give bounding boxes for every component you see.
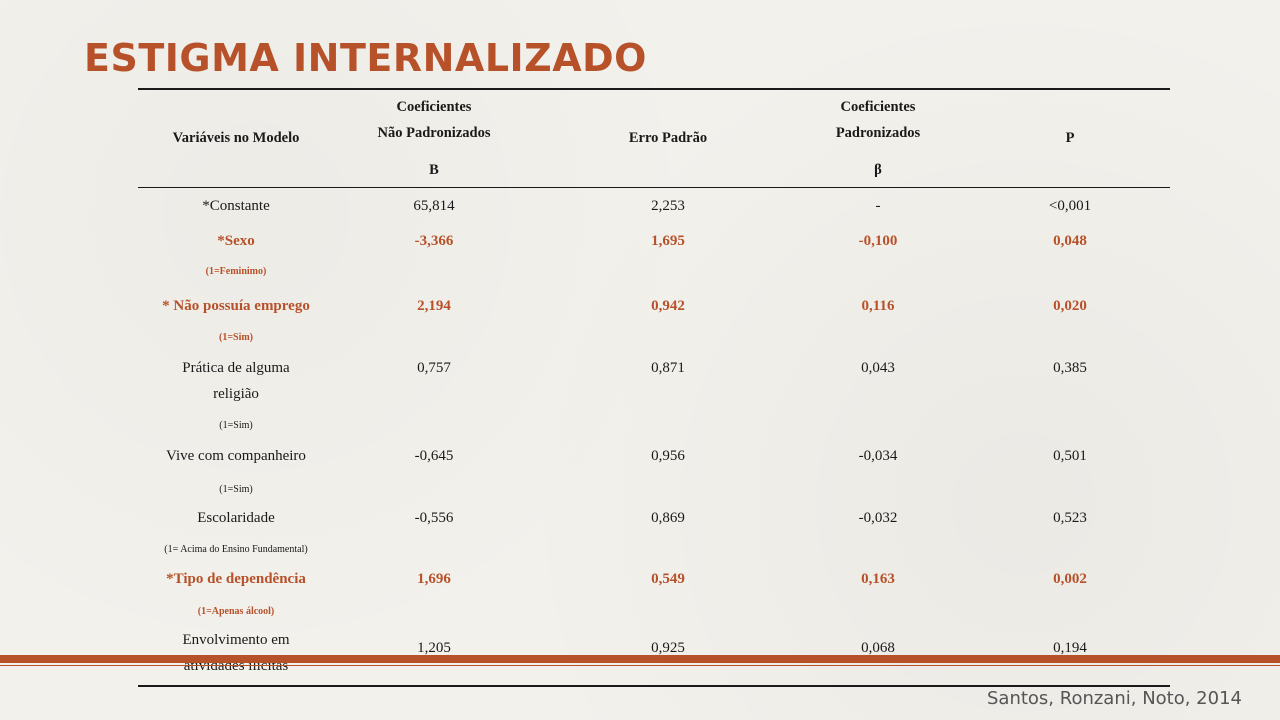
row-label: *Tipo de dependência — [166, 571, 306, 587]
row-beta: -0,034 — [858, 448, 898, 464]
row-se: 0,942 — [651, 298, 685, 314]
row-b: -3,366 — [414, 233, 454, 249]
row-b: 1,205 — [417, 640, 451, 656]
row-se: 2,253 — [651, 198, 685, 214]
row-se: 0,549 — [651, 571, 685, 587]
row-b: -0,556 — [414, 510, 454, 526]
row-b: 2,194 — [417, 298, 451, 314]
row-sublabel: (1=Sim) — [218, 332, 254, 343]
row-beta: - — [875, 198, 881, 214]
header-coef-p-line2: Padronizados — [835, 125, 921, 141]
accent-line — [0, 665, 1280, 666]
row-b: 1,696 — [417, 571, 451, 587]
row-beta: 0,116 — [861, 298, 895, 314]
row-label-line1: Envolvimento em — [182, 632, 290, 648]
header-coef-np-line1: Coeficientes — [396, 99, 472, 115]
row-label: Vive com companheiro — [166, 448, 306, 464]
row-label: *Sexo — [217, 233, 255, 249]
row-b: 65,814 — [413, 198, 455, 214]
row-label: *Constante — [202, 198, 270, 214]
row-label-line2: religião — [213, 386, 259, 402]
accent-bar — [0, 655, 1280, 663]
row-p: 0,523 — [1053, 510, 1087, 526]
row-label: * Não possuía emprego — [162, 298, 310, 314]
header-variaveis: Variáveis no Modelo — [172, 130, 300, 146]
row-se: 0,956 — [651, 448, 685, 464]
row-sublabel: (1=Sim) — [219, 420, 253, 431]
row-label-line1: Prática de alguma — [182, 360, 290, 376]
table-header-rule — [138, 187, 1170, 188]
row-p: 0,194 — [1053, 640, 1087, 656]
citation: Santos, Ronzani, Noto, 2014 — [986, 688, 1242, 709]
row-sublabel: (1= Acima do Ensino Fundamental) — [164, 544, 308, 555]
row-beta: -0,100 — [858, 233, 898, 249]
slide-title: ESTIGMA INTERNALIZADO — [84, 36, 647, 80]
header-coef-p-line1: Coeficientes — [840, 99, 916, 115]
header-beta: β — [874, 162, 882, 178]
header-coef-np-line2: Não Padronizados — [377, 125, 491, 141]
row-se: 0,871 — [651, 360, 685, 376]
header-b: B — [429, 162, 439, 178]
header-erro-padrao: Erro Padrão — [628, 130, 708, 146]
row-beta: 0,043 — [861, 360, 895, 376]
row-sublabel: (1=Feminimo) — [205, 266, 267, 277]
row-beta: 0,068 — [861, 640, 895, 656]
regression-table: Variáveis no Modelo Coeficientes Não Pad… — [138, 88, 1170, 688]
row-se: 1,695 — [651, 233, 685, 249]
row-sublabel: (1=Apenas álcool) — [197, 606, 275, 617]
row-label: Escolaridade — [197, 510, 275, 526]
row-se: 0,869 — [651, 510, 685, 526]
row-p: 0,020 — [1053, 298, 1087, 314]
row-se: 0,925 — [651, 640, 685, 656]
row-p: 0,385 — [1053, 360, 1087, 376]
row-p: 0,002 — [1053, 571, 1087, 587]
row-b: 0,757 — [417, 360, 451, 376]
row-sublabel: (1=Sim) — [219, 484, 253, 495]
row-beta: 0,163 — [861, 571, 895, 587]
table-bottom-rule — [138, 685, 1170, 687]
table-top-rule — [138, 88, 1170, 90]
row-beta: -0,032 — [858, 510, 898, 526]
row-b: -0,645 — [414, 448, 454, 464]
row-p: 0,501 — [1053, 448, 1087, 464]
row-p: <0,001 — [1048, 198, 1092, 214]
header-p: P — [1065, 130, 1075, 146]
row-p: 0,048 — [1053, 233, 1087, 249]
